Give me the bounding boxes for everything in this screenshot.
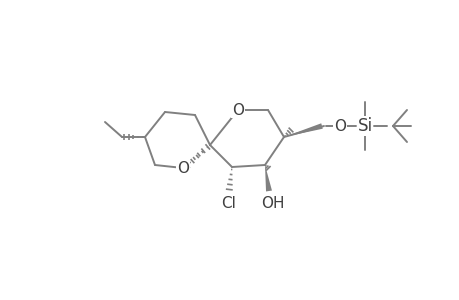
Text: O: O — [177, 160, 189, 175]
Text: OH: OH — [261, 196, 284, 211]
Polygon shape — [283, 123, 322, 137]
Text: O: O — [231, 103, 243, 118]
Text: Cl: Cl — [221, 196, 236, 211]
Text: O: O — [333, 118, 345, 134]
Text: Si: Si — [357, 117, 372, 135]
Polygon shape — [264, 165, 271, 191]
